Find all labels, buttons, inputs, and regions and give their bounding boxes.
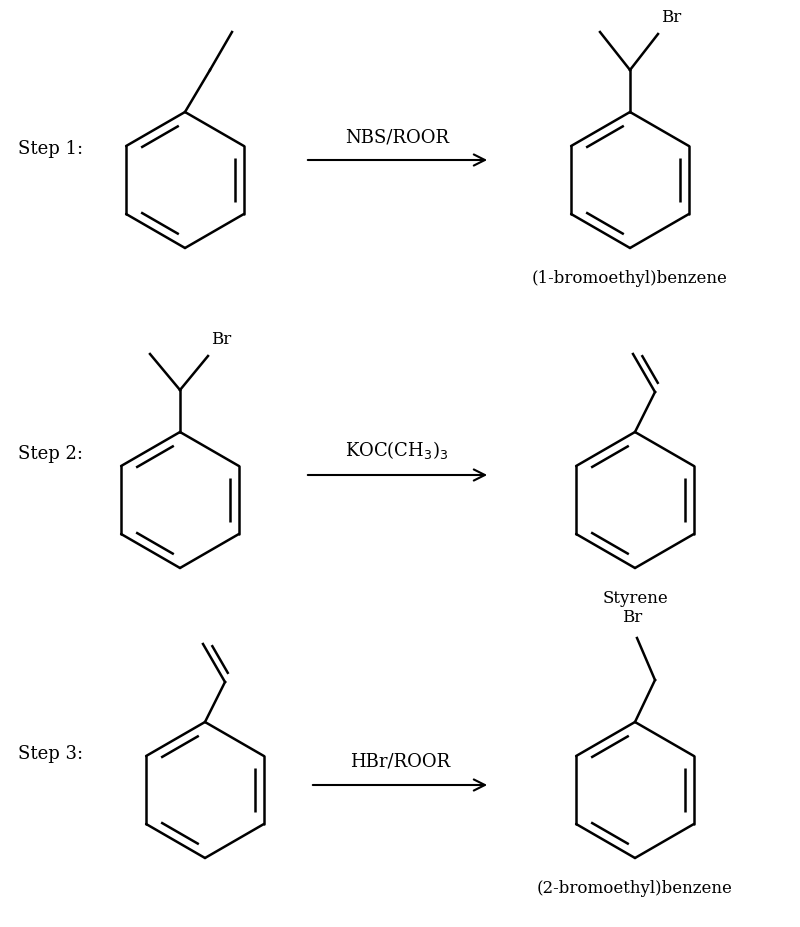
Text: Br: Br: [211, 331, 231, 348]
Text: Step 2:: Step 2:: [18, 445, 83, 463]
Text: Styrene: Styrene: [602, 590, 668, 607]
Text: (2-bromoethyl)benzene: (2-bromoethyl)benzene: [537, 880, 733, 897]
Text: HBr/ROOR: HBr/ROOR: [350, 753, 450, 771]
Text: KOC(CH$_3$)$_3$: KOC(CH$_3$)$_3$: [346, 439, 449, 461]
Text: Step 3:: Step 3:: [18, 745, 83, 763]
Text: (1-bromoethyl)benzene: (1-bromoethyl)benzene: [532, 270, 728, 287]
Text: Step 1:: Step 1:: [18, 140, 83, 158]
Text: Br: Br: [622, 609, 642, 626]
Text: NBS/ROOR: NBS/ROOR: [345, 128, 449, 146]
Text: Br: Br: [661, 9, 682, 26]
